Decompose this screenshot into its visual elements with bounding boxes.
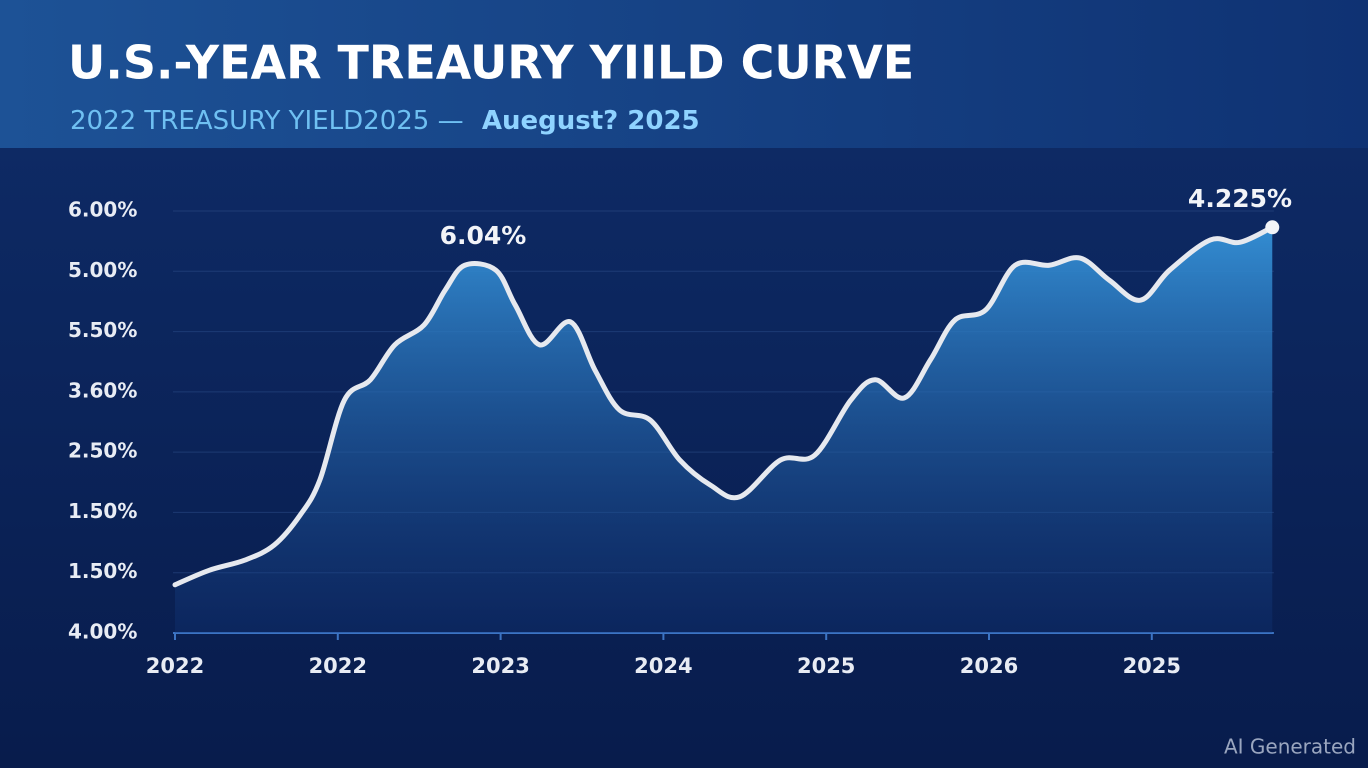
subtitle-text: 2022 TREASURY YIELD2025 — <box>70 106 464 136</box>
x-tick-label: 2022 <box>146 654 204 678</box>
x-tick-label: 2025 <box>1123 654 1181 678</box>
chart-title: U.S.-YEAR TREAURY YIILD CURVE <box>68 36 914 90</box>
y-tick-label: 1.50% <box>68 559 137 583</box>
y-tick-label: 5.00% <box>68 258 137 282</box>
x-tick-label: 2025 <box>797 654 855 678</box>
subtitle: 2022 TREASURY YIELD2025 — Auegust? 2025 <box>70 106 700 136</box>
annotation: 4.225% <box>1188 184 1292 213</box>
watermark: AI Generated <box>1224 735 1356 759</box>
x-tick-label: 2023 <box>471 654 529 678</box>
y-tick-label: 4.00% <box>68 620 137 644</box>
y-tick-label: 5.50% <box>68 318 137 342</box>
header <box>0 0 1368 148</box>
y-tick-label: 3.60% <box>68 378 137 402</box>
y-tick-label: 2.50% <box>68 439 137 463</box>
x-tick-label: 2026 <box>960 654 1018 678</box>
area <box>175 227 1273 633</box>
y-tick-label: 1.50% <box>68 499 137 523</box>
line <box>172 224 1275 588</box>
x-tick-label: 2024 <box>634 654 692 678</box>
subtitle-highlight: Auegust? 2025 <box>482 106 700 136</box>
y-tick-label: 6.00% <box>68 198 137 222</box>
annotation: 6.04% <box>440 221 527 250</box>
x-tick-label: 2022 <box>309 654 367 678</box>
end-marker <box>1265 220 1280 235</box>
